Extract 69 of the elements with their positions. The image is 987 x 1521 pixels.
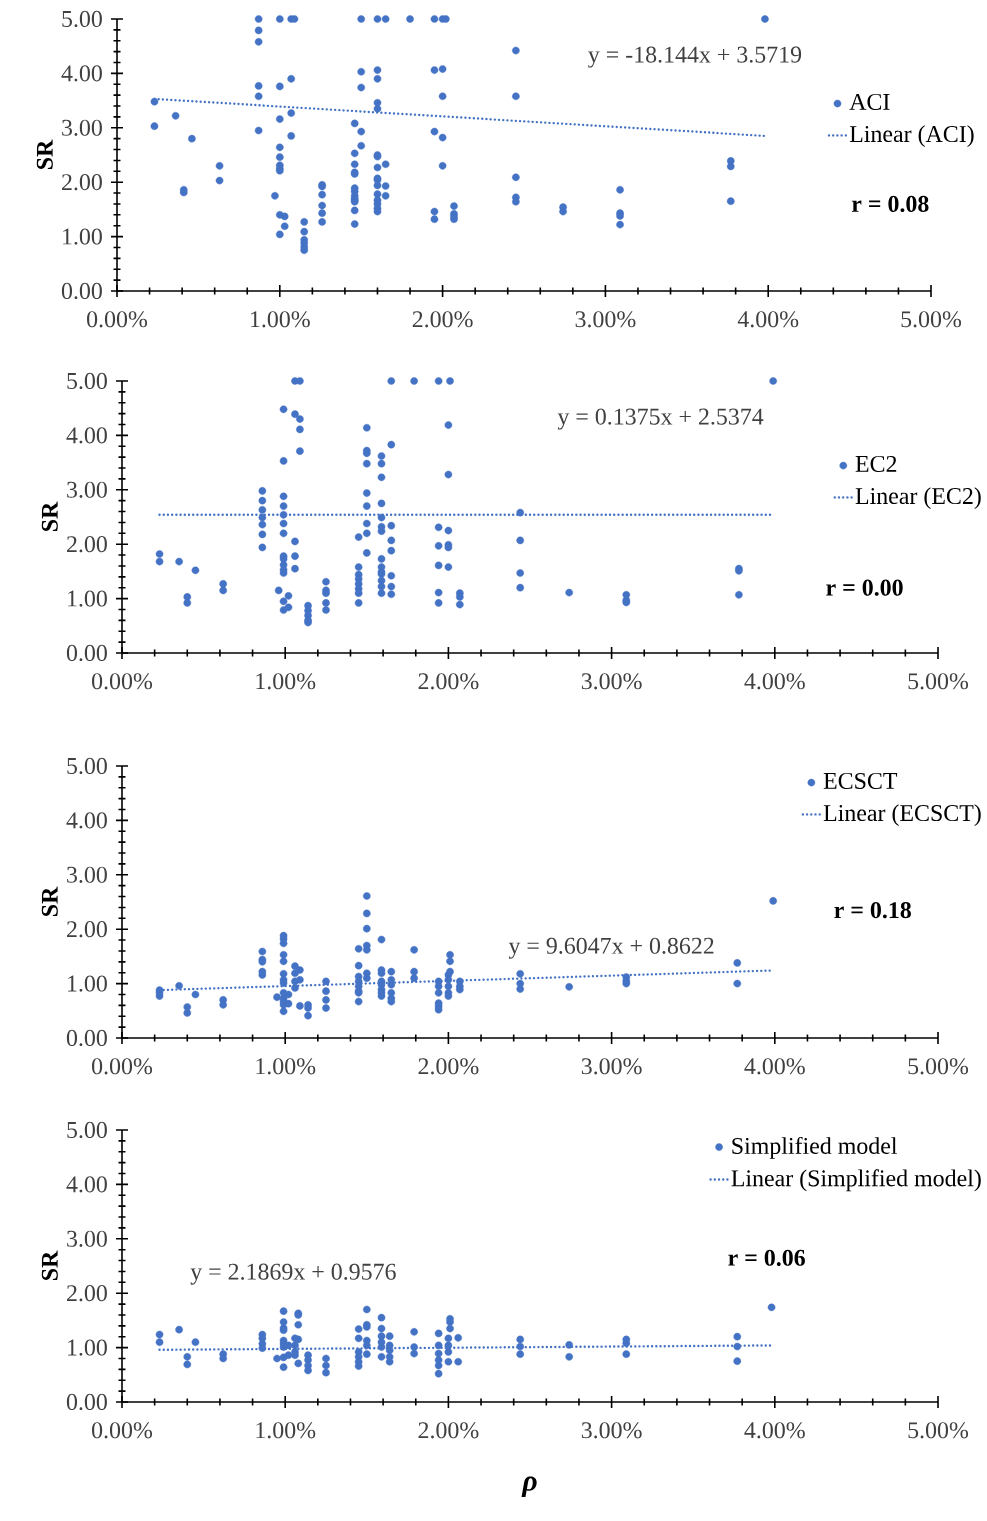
y-tick-label: 5.00	[67, 757, 107, 775]
legend-label: EC2	[855, 455, 897, 472]
legend-label: Linear (ACI)	[849, 125, 974, 147]
y-tick-label: 4.00	[61, 65, 102, 82]
annotation: y = 0.1375x + 2.5374	[557, 408, 764, 430]
annotation: y = 2.1869x + 0.9576	[190, 1263, 396, 1285]
x-tick-label: 3.00%	[575, 311, 636, 328]
x-tick-label: 3.00%	[581, 673, 642, 690]
annotation: r = 0.00	[826, 579, 903, 596]
y-tick-label: 2.00	[62, 174, 102, 191]
y-axis-title: SR	[41, 886, 58, 917]
legend-label: Simplified model	[732, 1136, 898, 1159]
y-tick-label: 5.00	[62, 10, 102, 28]
y-tick-label: 3.00	[67, 1230, 107, 1247]
legend-label: ACI	[849, 93, 890, 110]
y-axis-title: SR	[36, 139, 53, 169]
x-tick-label: 0.00%	[92, 673, 153, 690]
x-tick-label: 0.00%	[92, 1058, 153, 1075]
x-tick-label: 3.00%	[581, 1058, 642, 1075]
x-tick-label: 2.00%	[418, 1422, 479, 1439]
x-tick-label: 4.00%	[737, 311, 799, 328]
x-tick-label: 5.00%	[901, 311, 962, 328]
x-tick-label: 4.00%	[744, 673, 805, 690]
legend-label: Linear (Simplified model)	[731, 1169, 981, 1192]
annotation: r = 0.08	[851, 195, 929, 213]
x-tick-label: 0.00%	[87, 311, 148, 328]
y-tick-label: 2.00	[67, 536, 107, 553]
x-tick-label: 4.00%	[744, 1422, 805, 1439]
legend-label: Linear (ECSCT)	[823, 804, 981, 826]
y-axis-title: SR	[41, 1250, 58, 1281]
y-tick-label: 3.00	[62, 119, 102, 136]
y-tick-label: 3.00	[67, 481, 107, 498]
y-tick-label: 1.00	[68, 975, 107, 992]
y-tick-label: 1.00	[63, 228, 102, 245]
x-tick-label: 2.00%	[412, 311, 473, 328]
x-tick-label: 3.00%	[581, 1422, 642, 1439]
y-tick-label: 1.00	[68, 1339, 107, 1356]
annotation: y = -18.144x + 3.5719	[588, 46, 802, 68]
x-tick-label: 5.00%	[908, 1058, 969, 1075]
y-tick-label: 0.00	[61, 282, 102, 300]
x-tick-label: 0.00%	[92, 1422, 153, 1439]
annotation: r = 0.18	[834, 902, 911, 919]
x-tick-label: 1.00%	[256, 1058, 316, 1075]
legend-label: Linear (EC2)	[855, 487, 981, 509]
y-tick-label: 4.00	[66, 1176, 107, 1193]
y-tick-label: 0.00	[66, 1393, 107, 1411]
x-tick-label: 5.00%	[908, 673, 969, 690]
y-tick-label: 2.00	[67, 1285, 107, 1302]
x-tick-label: 1.00%	[256, 673, 316, 690]
y-tick-label: 4.00	[66, 812, 107, 829]
x-tick-label: 1.00%	[251, 311, 310, 328]
x-tick-label: 4.00%	[744, 1058, 805, 1075]
y-axis-title: SR	[41, 501, 58, 532]
annotation: y = 9.6047x + 0.8622	[508, 937, 714, 959]
y-tick-label: 5.00	[67, 372, 107, 390]
y-tick-label: 5.00	[67, 1121, 107, 1139]
y-tick-label: 0.00	[66, 644, 107, 662]
y-tick-label: 4.00	[66, 427, 107, 444]
x-axis-title: ρ	[521, 1476, 537, 1497]
y-tick-label: 2.00	[67, 921, 107, 938]
y-tick-label: 1.00	[68, 590, 107, 607]
annotation: r = 0.06	[728, 1249, 805, 1266]
x-tick-label: 5.00%	[908, 1422, 969, 1439]
x-tick-label: 2.00%	[418, 1058, 479, 1075]
y-tick-label: 3.00	[67, 866, 107, 883]
x-tick-label: 1.00%	[256, 1422, 316, 1439]
y-tick-label: 0.00	[66, 1029, 107, 1047]
legend-label: ECSCT	[823, 772, 898, 789]
x-tick-label: 2.00%	[418, 673, 479, 690]
